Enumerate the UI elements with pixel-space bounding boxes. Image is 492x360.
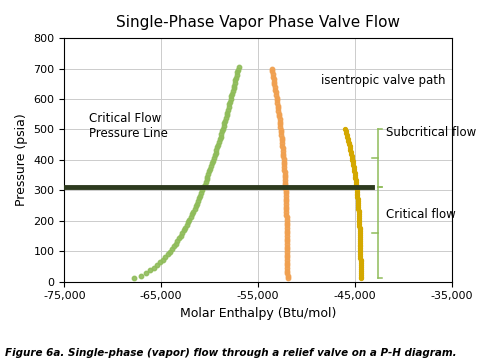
Text: Subcritical flow: Subcritical flow (386, 126, 476, 139)
X-axis label: Molar Enthalpy (Btu/mol): Molar Enthalpy (Btu/mol) (180, 307, 336, 320)
Y-axis label: Pressure (psia): Pressure (psia) (15, 113, 28, 206)
Title: Single-Phase Vapor Phase Valve Flow: Single-Phase Vapor Phase Valve Flow (116, 15, 400, 30)
Text: isentropic valve path: isentropic valve path (321, 74, 445, 87)
Text: Figure 6a. Single-phase (vapor) flow through a relief valve on a P-H diagram.: Figure 6a. Single-phase (vapor) flow thr… (5, 348, 457, 358)
Text: Critical flow: Critical flow (386, 208, 456, 221)
Text: Critical Flow
Pressure Line: Critical Flow Pressure Line (89, 112, 167, 140)
